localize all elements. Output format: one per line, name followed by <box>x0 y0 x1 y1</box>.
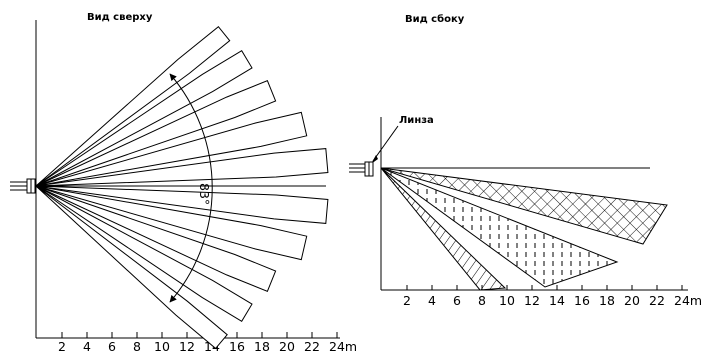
top-view-angle-arc <box>169 73 213 303</box>
top-view-zone-5 <box>35 148 329 187</box>
top-view-zone-6 <box>35 185 329 224</box>
top-view-zone-10 <box>35 185 228 350</box>
side-view-tick-labels: 2 4 6 8 10 12 14 16 18 20 22 24m <box>403 293 702 308</box>
top-tick-10: 10 <box>154 339 170 351</box>
side-view-middle-zone <box>380 167 619 288</box>
top-tick-18: 18 <box>254 339 270 351</box>
top-tick-12: 12 <box>179 339 195 351</box>
side-tick-10: 10 <box>499 293 515 308</box>
side-view-far-zone <box>380 167 668 245</box>
top-view-zone-8 <box>35 185 277 292</box>
side-view-near-zone <box>380 167 507 291</box>
top-view-detection-zones <box>35 25 329 350</box>
lens-leader-line <box>372 125 399 162</box>
side-tick-8: 8 <box>478 293 486 308</box>
side-tick-2: 2 <box>403 293 411 308</box>
top-tick-8: 8 <box>133 339 141 351</box>
top-tick-24m: 24m <box>329 339 357 351</box>
top-view-angle-label: 83° <box>197 183 212 205</box>
side-tick-18: 18 <box>599 293 615 308</box>
side-tick-12: 12 <box>524 293 540 308</box>
side-tick-16: 16 <box>574 293 590 308</box>
top-view-tick-marks <box>61 332 338 338</box>
top-tick-20: 20 <box>279 339 295 351</box>
side-view: Вид сбоку 2 4 6 8 <box>349 13 702 308</box>
side-tick-4: 4 <box>428 293 436 308</box>
side-tick-24m: 24m <box>674 293 702 308</box>
side-tick-20: 20 <box>624 293 640 308</box>
side-tick-6: 6 <box>453 293 461 308</box>
side-tick-22: 22 <box>649 293 665 308</box>
top-tick-2: 2 <box>58 339 66 351</box>
side-view-title: Вид сбоку <box>405 13 465 25</box>
lens-label: Линза <box>399 115 434 126</box>
top-tick-16: 16 <box>229 339 245 351</box>
top-view-title: Вид сверху <box>87 12 153 23</box>
top-tick-22: 22 <box>304 339 320 351</box>
top-view-zone-1 <box>35 25 231 187</box>
side-view-tick-marks <box>406 285 683 290</box>
side-tick-14: 14 <box>549 293 565 308</box>
top-tick-6: 6 <box>108 339 116 351</box>
top-tick-4: 4 <box>83 339 91 351</box>
top-view-sensor-icon <box>10 178 36 194</box>
side-view-sensor-icon <box>349 161 374 177</box>
top-view: Вид сверху 2 4 6 8 10 12 14 <box>10 12 357 351</box>
